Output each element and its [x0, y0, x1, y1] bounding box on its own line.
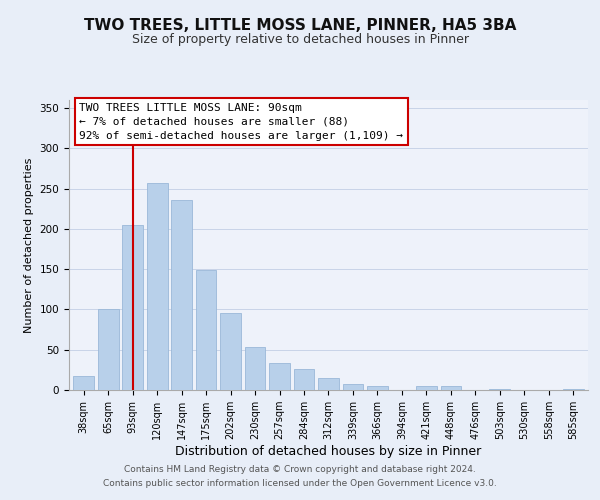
Text: Size of property relative to detached houses in Pinner: Size of property relative to detached ho…	[131, 32, 469, 46]
X-axis label: Distribution of detached houses by size in Pinner: Distribution of detached houses by size …	[175, 445, 482, 458]
Text: TWO TREES, LITTLE MOSS LANE, PINNER, HA5 3BA: TWO TREES, LITTLE MOSS LANE, PINNER, HA5…	[84, 18, 516, 32]
Bar	[293, 369, 314, 390]
Bar	[73, 376, 94, 390]
Bar	[416, 386, 437, 390]
Bar	[563, 389, 584, 390]
Y-axis label: Number of detached properties: Number of detached properties	[24, 158, 34, 332]
Bar	[269, 364, 290, 390]
Bar	[171, 200, 192, 390]
Text: TWO TREES LITTLE MOSS LANE: 90sqm
← 7% of detached houses are smaller (88)
92% o: TWO TREES LITTLE MOSS LANE: 90sqm ← 7% o…	[79, 103, 403, 141]
Text: Contains HM Land Registry data © Crown copyright and database right 2024.
Contai: Contains HM Land Registry data © Crown c…	[103, 466, 497, 487]
Bar	[147, 183, 167, 390]
Bar	[343, 384, 364, 390]
Bar	[196, 270, 217, 390]
Bar	[367, 386, 388, 390]
Bar	[490, 389, 510, 390]
Bar	[98, 310, 119, 390]
Bar	[220, 314, 241, 390]
Bar	[440, 386, 461, 390]
Bar	[245, 348, 265, 390]
Bar	[122, 225, 143, 390]
Bar	[318, 378, 339, 390]
